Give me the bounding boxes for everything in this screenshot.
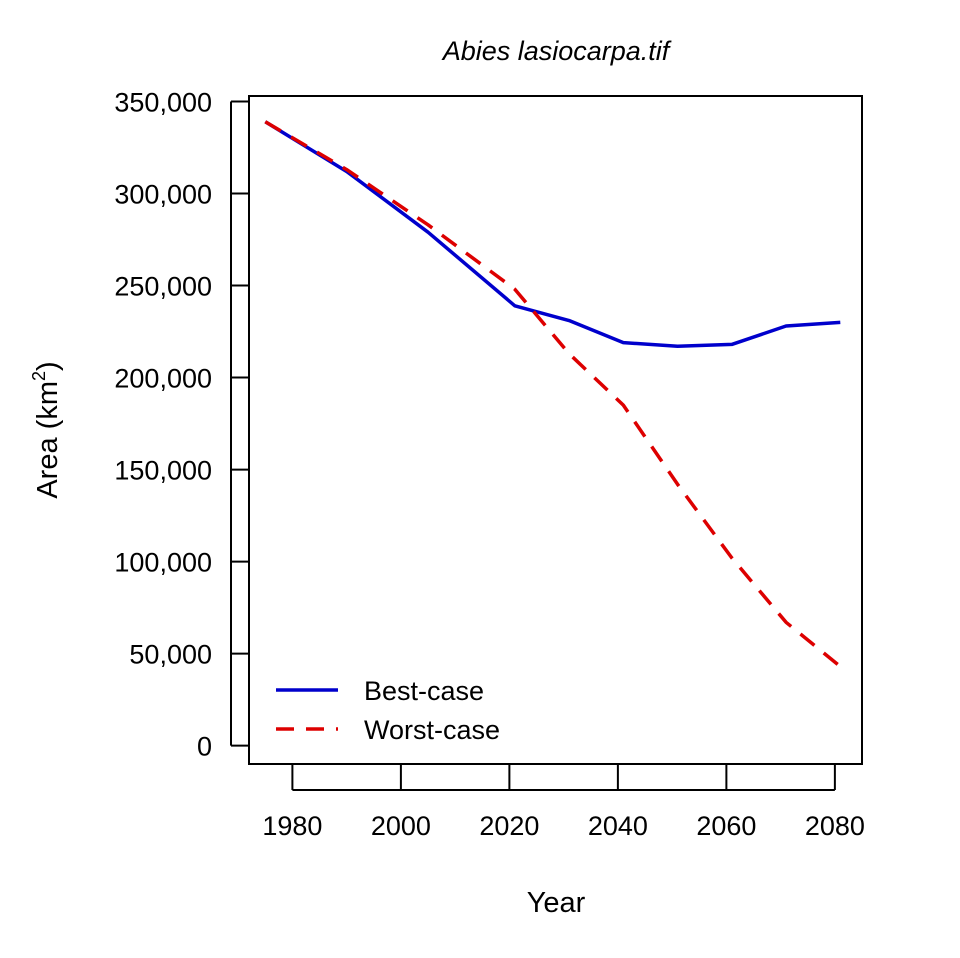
y-tick-label: 200,000 xyxy=(114,364,212,394)
y-axis: 0 50,000 100,000 150,000 200,000 250,000 300,0… xyxy=(114,88,249,762)
chart-title: Abies lasiocarpa.tif xyxy=(441,36,672,66)
series-line-worst-case xyxy=(264,120,842,668)
y-axis-title-close: ) xyxy=(32,361,64,371)
x-axis-title: Year xyxy=(527,887,586,919)
y-tick-label: 250,000 xyxy=(114,272,212,302)
legend: Best-case Worst-case xyxy=(276,676,500,745)
y-tick-label: 0 xyxy=(197,732,212,762)
legend-label-worst-case: Worst-case xyxy=(364,715,500,745)
y-axis-title: Area (km2) xyxy=(29,361,64,498)
y-tick-label: 300,000 xyxy=(114,180,212,210)
legend-label-best-case: Best-case xyxy=(364,676,484,706)
y-tick-label: 350,000 xyxy=(114,88,212,118)
series-layer xyxy=(264,120,842,668)
plot-area-border xyxy=(248,95,863,765)
x-tick-label: 2020 xyxy=(479,811,539,841)
x-tick-label: 2060 xyxy=(696,811,756,841)
y-tick-label: 150,000 xyxy=(114,456,212,486)
x-tick-label: 2040 xyxy=(588,811,648,841)
y-tick-label: 50,000 xyxy=(129,640,212,670)
y-tick-label: 100,000 xyxy=(114,548,212,578)
y-axis-title-main: Area (km xyxy=(32,381,64,499)
x-tick-label: 2080 xyxy=(805,811,865,841)
y-axis-title-superscript: 2 xyxy=(29,371,49,381)
series-line-best-case xyxy=(264,120,841,349)
x-axis: 1980 2000 2020 2040 2060 2080 xyxy=(262,764,865,841)
x-tick-label: 2000 xyxy=(371,811,431,841)
x-tick-label: 1980 xyxy=(262,811,322,841)
